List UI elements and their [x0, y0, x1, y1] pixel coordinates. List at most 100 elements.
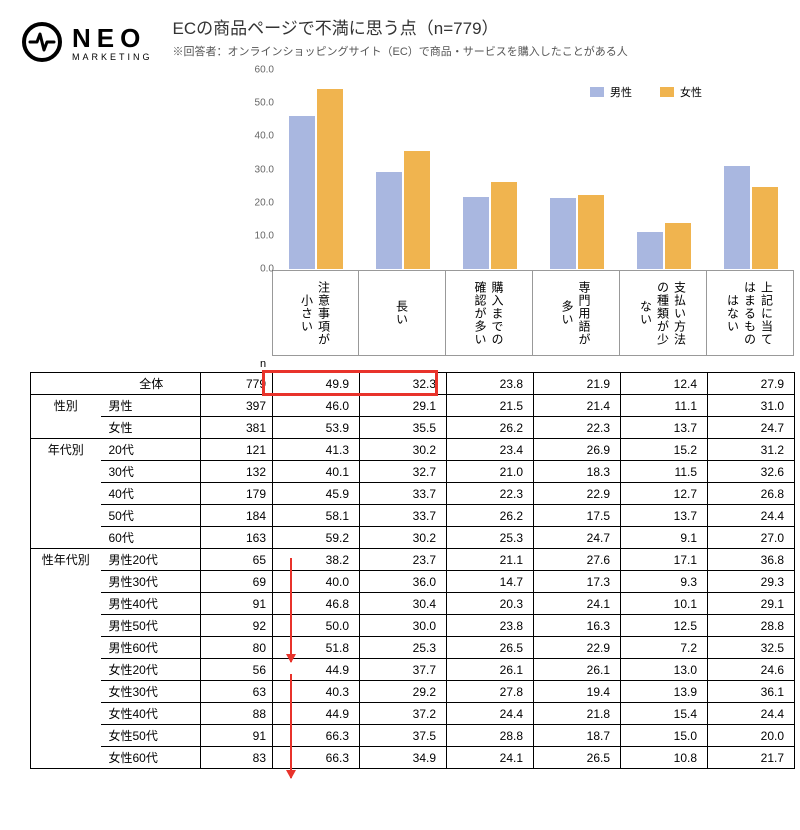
value-cell: 30.2 [360, 527, 447, 549]
n-cell: 91 [201, 593, 273, 615]
table-row: 男性50代9250.030.023.816.312.528.8 [31, 615, 795, 637]
table-row: 年代別20代12141.330.223.426.915.231.2 [31, 439, 795, 461]
row-label-cell: 20代 [101, 439, 201, 461]
value-cell: 44.9 [273, 703, 360, 725]
value-cell: 13.9 [621, 681, 708, 703]
value-cell: 33.7 [360, 505, 447, 527]
value-cell: 21.8 [534, 703, 621, 725]
bar-group [533, 195, 620, 269]
row-label-cell: 女性50代 [101, 725, 201, 747]
value-cell: 24.7 [534, 527, 621, 549]
table-row: 男性40代9146.830.420.324.110.129.1 [31, 593, 795, 615]
value-cell: 27.9 [708, 373, 795, 395]
value-cell: 20.3 [447, 593, 534, 615]
category-cell: 長い [359, 270, 446, 356]
value-cell: 18.7 [534, 725, 621, 747]
value-cell: 21.7 [708, 747, 795, 769]
logo-icon [20, 20, 64, 64]
value-cell: 16.3 [534, 615, 621, 637]
category-header-row: 注意事項が小さい長い購入までの確認が多い専門用語が多い支払い方法の種類が少ない上… [272, 270, 794, 356]
value-cell: 19.4 [534, 681, 621, 703]
bar [578, 195, 604, 269]
value-cell: 26.2 [447, 417, 534, 439]
value-cell: 59.2 [273, 527, 360, 549]
bar [550, 198, 576, 269]
bar [289, 116, 315, 269]
value-cell: 24.6 [708, 659, 795, 681]
n-cell: 80 [201, 637, 273, 659]
group-cell [31, 747, 101, 769]
y-axis: 0.010.020.030.040.050.060.0 [234, 70, 274, 269]
row-label-cell: 男性60代 [101, 637, 201, 659]
value-cell: 28.8 [447, 725, 534, 747]
value-cell: 29.1 [708, 593, 795, 615]
group-cell [31, 615, 101, 637]
row-label-cell: 40代 [101, 483, 201, 505]
logo: NEO MARKETING [20, 12, 153, 64]
n-cell: 91 [201, 725, 273, 747]
group-cell: 年代別 [31, 439, 101, 461]
value-cell: 35.5 [360, 417, 447, 439]
value-cell: 10.1 [621, 593, 708, 615]
value-cell: 10.8 [621, 747, 708, 769]
value-cell: 26.5 [447, 637, 534, 659]
row-label-cell: 男性50代 [101, 615, 201, 637]
row-label-cell: 女性 [101, 417, 201, 439]
value-cell: 36.0 [360, 571, 447, 593]
group-cell [31, 417, 101, 439]
bar [317, 89, 343, 269]
table-row: 全体77949.932.323.821.912.427.9 [31, 373, 795, 395]
value-cell: 11.1 [621, 395, 708, 417]
group-cell [31, 637, 101, 659]
value-cell: 29.3 [708, 571, 795, 593]
bar-group [359, 151, 446, 269]
value-cell: 14.7 [447, 571, 534, 593]
value-cell: 37.5 [360, 725, 447, 747]
group-cell [31, 483, 101, 505]
value-cell: 46.8 [273, 593, 360, 615]
table-row: 女性50代9166.337.528.818.715.020.0 [31, 725, 795, 747]
value-cell: 23.7 [360, 549, 447, 571]
bar-group [620, 223, 707, 269]
row-label-cell: 男性20代 [101, 549, 201, 571]
value-cell: 32.7 [360, 461, 447, 483]
value-cell: 15.4 [621, 703, 708, 725]
value-cell: 49.9 [273, 373, 360, 395]
value-cell: 51.8 [273, 637, 360, 659]
value-cell: 27.0 [708, 527, 795, 549]
value-cell: 11.5 [621, 461, 708, 483]
value-cell: 40.1 [273, 461, 360, 483]
group-cell [31, 461, 101, 483]
table-row: 男性60代8051.825.326.522.97.232.5 [31, 637, 795, 659]
value-cell: 32.3 [360, 373, 447, 395]
value-cell: 31.0 [708, 395, 795, 417]
n-cell: 63 [201, 681, 273, 703]
value-cell: 25.3 [360, 637, 447, 659]
value-cell: 29.1 [360, 395, 447, 417]
table-row: 50代18458.133.726.217.513.724.4 [31, 505, 795, 527]
value-cell: 23.4 [447, 439, 534, 461]
group-cell [31, 373, 101, 395]
value-cell: 26.5 [534, 747, 621, 769]
value-cell: 36.1 [708, 681, 795, 703]
table-row: 女性30代6340.329.227.819.413.936.1 [31, 681, 795, 703]
bar [637, 232, 663, 269]
header: NEO MARKETING ECの商品ページで不満に思う点（n=779） ※回答… [20, 12, 780, 64]
legend-swatch [590, 87, 604, 97]
value-cell: 22.9 [534, 637, 621, 659]
bar-chart: 0.010.020.030.040.050.060.0 男性女性 [242, 70, 780, 270]
row-label-cell: 全体 [101, 373, 201, 395]
data-table: 全体77949.932.323.821.912.427.9性別男性39746.0… [30, 372, 795, 769]
row-label-cell: 女性40代 [101, 703, 201, 725]
value-cell: 26.2 [447, 505, 534, 527]
value-cell: 28.8 [708, 615, 795, 637]
value-cell: 24.4 [447, 703, 534, 725]
legend-item: 女性 [660, 84, 702, 100]
group-cell: 性年代別 [31, 549, 101, 571]
value-cell: 18.3 [534, 461, 621, 483]
value-cell: 24.1 [447, 747, 534, 769]
n-cell: 184 [201, 505, 273, 527]
legend-label: 男性 [610, 84, 632, 100]
n-column-label: n [236, 356, 780, 372]
logo-main: NEO [72, 23, 153, 54]
